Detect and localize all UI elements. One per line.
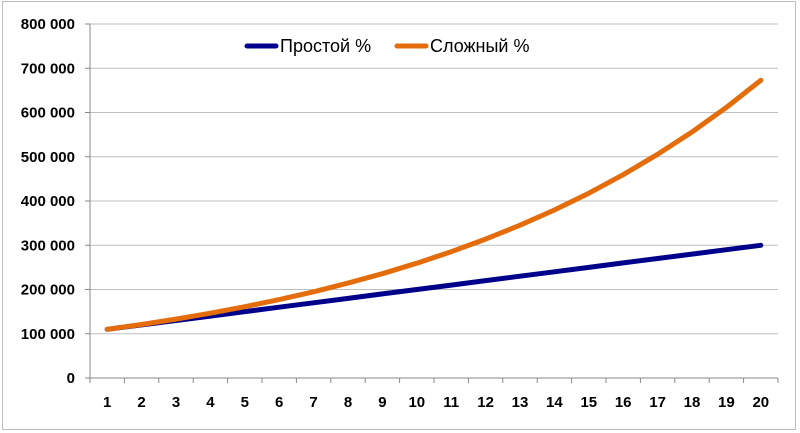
x-tick-label: 17: [649, 394, 666, 411]
data-point: [106, 328, 108, 330]
y-tick-label: 800 000: [21, 16, 75, 33]
data-point: [725, 106, 727, 108]
data-point: [278, 299, 280, 301]
x-tick-label: 3: [172, 394, 180, 411]
data-point: [450, 284, 452, 286]
data-point: [381, 293, 383, 295]
data-point: [622, 262, 624, 264]
data-point: [485, 238, 487, 240]
data-point: [244, 306, 246, 308]
y-tick-label: 400 000: [21, 193, 75, 210]
x-tick-label: 4: [206, 394, 215, 411]
data-point: [519, 275, 521, 277]
y-tick-label: 700 000: [21, 60, 75, 77]
y-tick-label: 500 000: [21, 149, 75, 166]
x-tick-label: 13: [512, 394, 529, 411]
y-tick-label: 100 000: [21, 326, 75, 343]
data-point: [209, 312, 211, 314]
data-point: [381, 273, 383, 275]
legend: Простой % Сложный %: [244, 36, 530, 56]
data-point: [691, 253, 693, 255]
series-line-0: [104, 242, 764, 332]
x-tick-label: 19: [718, 394, 735, 411]
x-tick-label: 10: [408, 394, 425, 411]
series-lines: [104, 77, 764, 332]
data-point: [347, 297, 349, 299]
axes: [89, 24, 779, 383]
y-tick-label: 0: [67, 370, 75, 387]
data-point: [622, 174, 624, 176]
y-axis-tick-labels: 0 100 000 200 000 300 000 400 000 500 000 600 …: [21, 16, 75, 387]
data-point: [519, 224, 521, 226]
data-point: [553, 271, 555, 273]
x-tick-label: 6: [275, 394, 283, 411]
x-tick-label: 20: [752, 394, 769, 411]
data-point: [313, 291, 315, 293]
data-point: [588, 192, 590, 194]
data-point: [209, 315, 211, 317]
data-point: [141, 323, 143, 325]
data-point: [553, 209, 555, 211]
x-tick-label: 14: [546, 394, 563, 411]
data-point: [416, 289, 418, 290]
y-tick-label: 300 000: [21, 237, 75, 254]
x-tick-label: 11: [443, 394, 459, 411]
data-point: [657, 258, 659, 260]
data-point: [278, 306, 280, 308]
data-point: [691, 131, 693, 133]
data-point: [450, 251, 452, 253]
x-tick-label: 7: [309, 394, 317, 411]
x-tick-label: 12: [477, 394, 494, 411]
data-point: [485, 280, 487, 282]
x-tick-label: 2: [137, 394, 145, 411]
x-tick-label: 8: [344, 394, 352, 411]
data-point: [313, 302, 315, 304]
x-tick-label: 18: [684, 394, 701, 411]
x-tick-label: 15: [580, 394, 597, 411]
legend-label-compound: Сложный %: [430, 36, 530, 56]
x-tick-label: 16: [615, 394, 632, 411]
data-point: [725, 249, 727, 251]
data-point: [416, 262, 418, 264]
gridlines: [85, 23, 778, 379]
data-point: [175, 318, 177, 320]
x-tick-label: 5: [241, 394, 249, 411]
x-tick-label: 9: [378, 394, 386, 411]
data-point: [347, 282, 349, 284]
y-tick-label: 600 000: [21, 105, 75, 122]
data-point: [657, 153, 659, 155]
x-axis-tick-labels: 1 2 3 4 5 6 7 8 9 10 11 12 13 14 15 16 17 18 19 20: [103, 394, 769, 411]
legend-label-simple: Простой %: [280, 36, 371, 56]
x-tick-label: 1: [103, 394, 111, 411]
series-line-1: [104, 77, 764, 332]
data-point: [760, 244, 762, 246]
data-point: [588, 266, 590, 268]
data-point: [244, 311, 246, 313]
y-tick-label: 200 000: [21, 282, 75, 299]
data-point: [760, 79, 762, 81]
